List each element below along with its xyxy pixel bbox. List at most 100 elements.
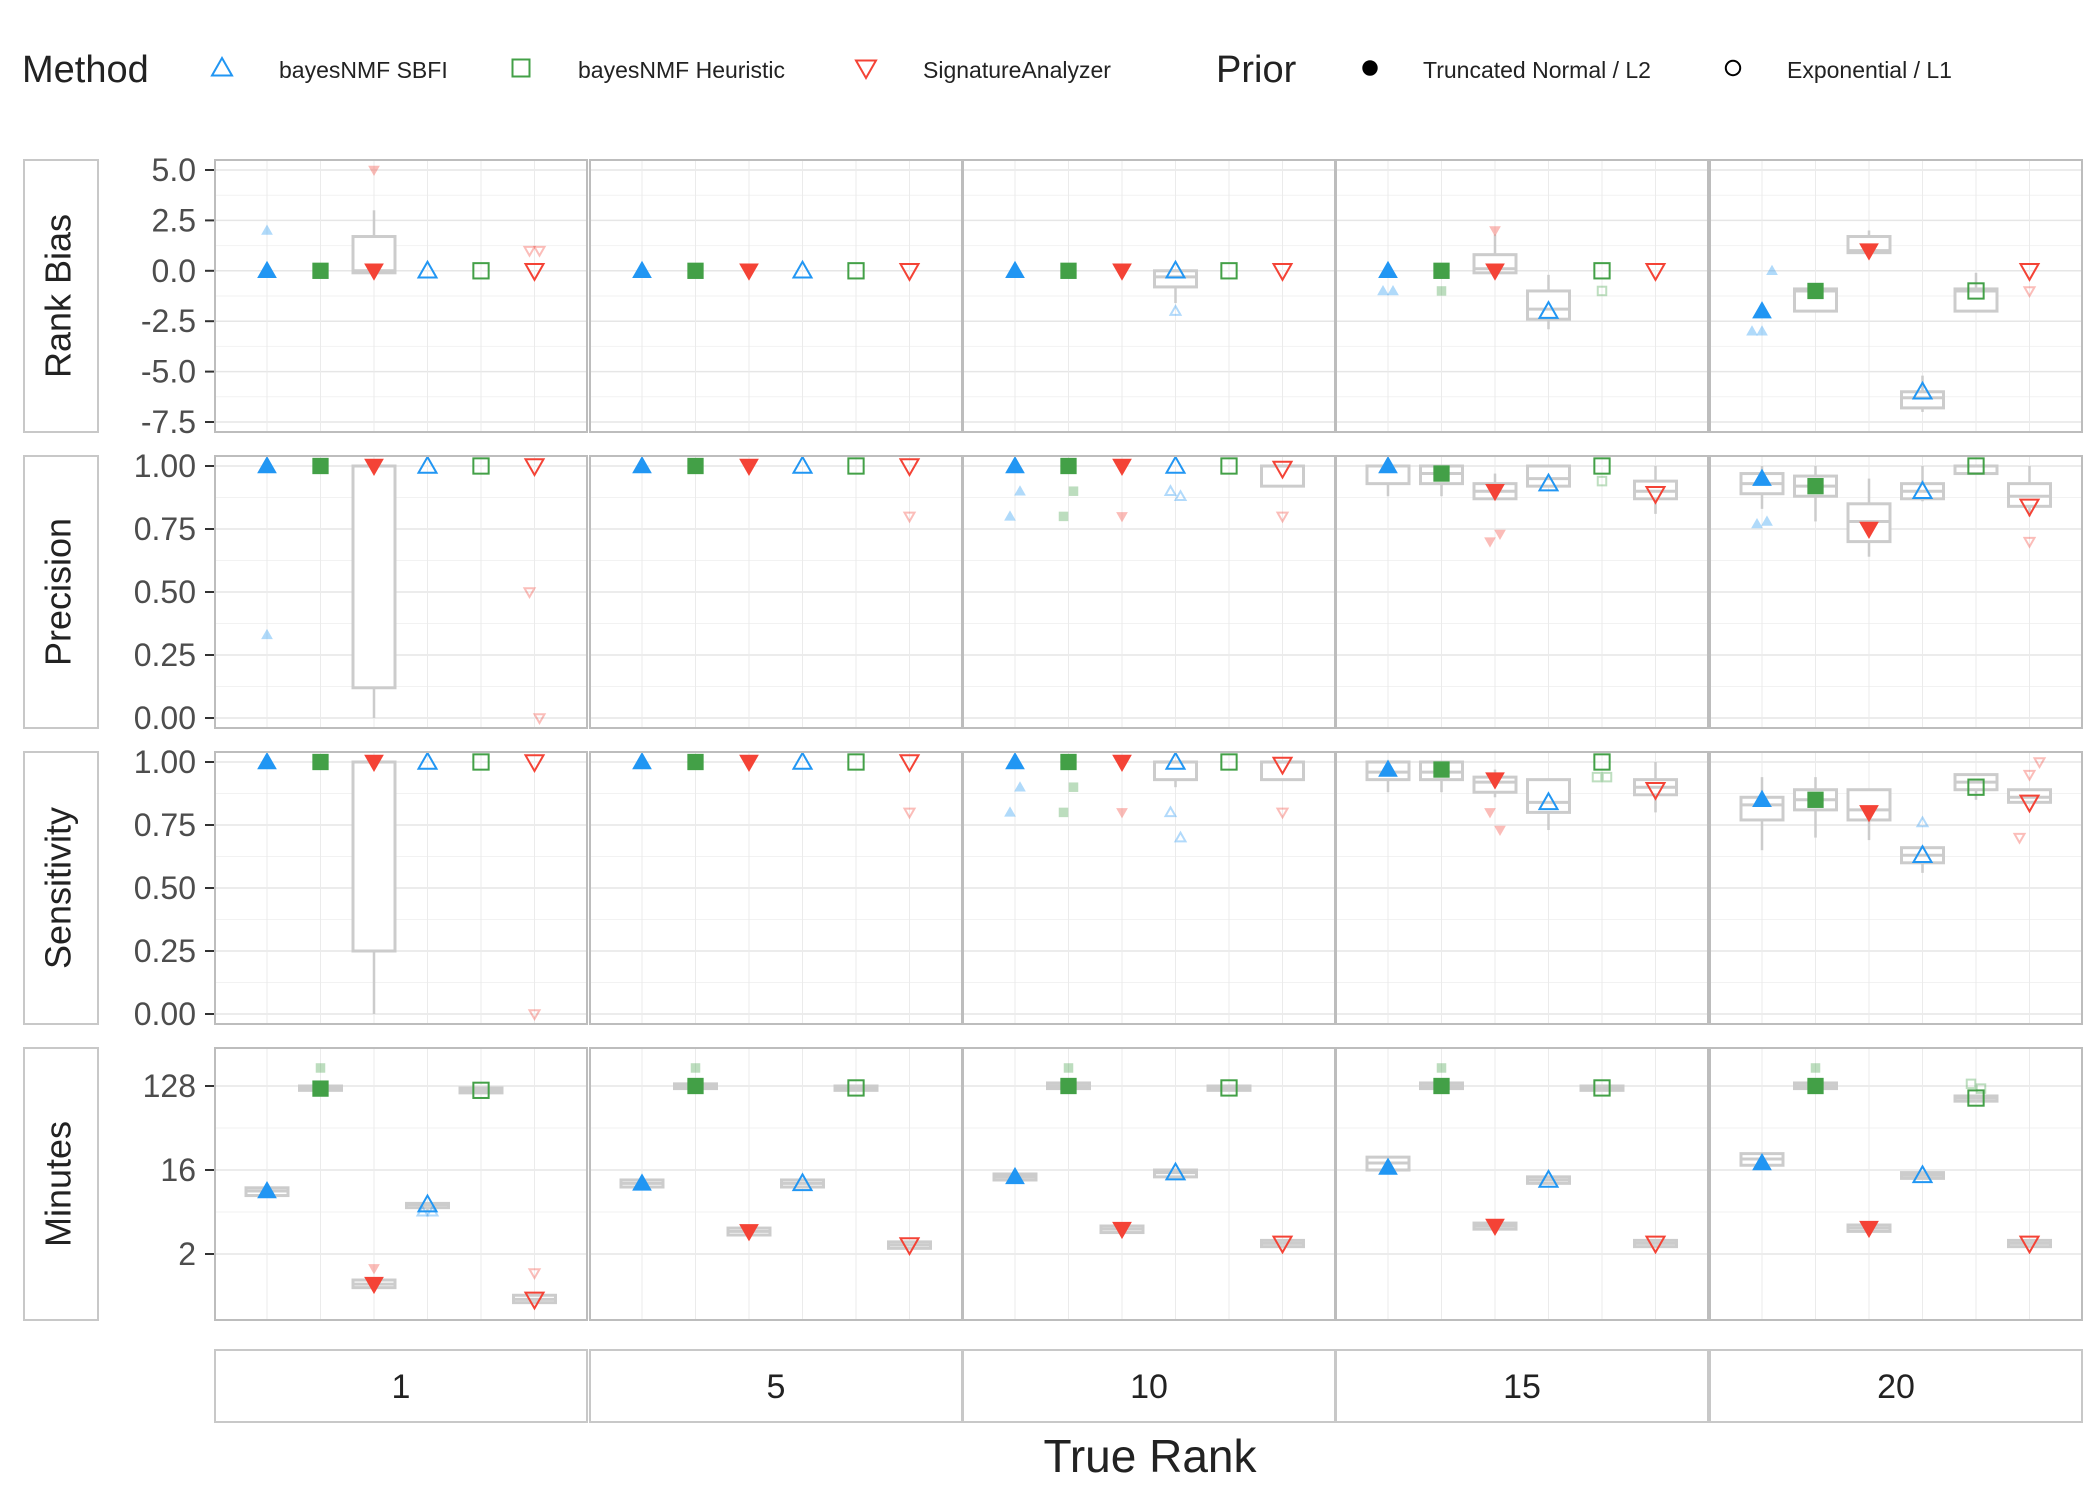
mean-point-r2-c4-s1 xyxy=(1807,791,1824,808)
col-strip-label-2: 10 xyxy=(1130,1368,1168,1406)
mean-point-r0-c1-s5 xyxy=(898,263,921,282)
mean-point-r2-c2-s0 xyxy=(1005,751,1025,770)
mean-point-r0-c0-s3 xyxy=(416,259,439,279)
outlier-r0-c0-s5-1 xyxy=(532,245,547,258)
mean-point-r1-c0-s0 xyxy=(257,455,277,474)
row-strip-3 xyxy=(23,1047,99,1321)
y-tick-label-0-5: -7.5 xyxy=(141,404,196,440)
outlier-r3-c3-s1-0 xyxy=(1436,1063,1447,1073)
mean-point-r2-c3-s0 xyxy=(1378,759,1398,777)
outlier-r1-c2-s1-1 xyxy=(1068,486,1079,496)
outlier-r3-c2-s1-0 xyxy=(1063,1063,1074,1073)
mean-point-r3-c0-s0 xyxy=(257,1181,277,1199)
panel-border-1-3 xyxy=(1335,455,1709,729)
panel-border-0-4 xyxy=(1709,159,2083,433)
outlier-r2-c4-s5-1 xyxy=(2022,769,2037,782)
mean-point-r0-c2-s0 xyxy=(1005,260,1025,279)
mean-point-r1-c3-s2 xyxy=(1485,483,1505,502)
outlier-r1-c4-s5-0 xyxy=(2022,536,2037,549)
mean-point-r2-c0-s0 xyxy=(257,751,277,770)
box-r0-c4-s4 xyxy=(1953,287,1999,313)
mean-point-r1-c4-s3 xyxy=(1911,480,1934,499)
mean-point-r0-c2-s2 xyxy=(1112,263,1132,281)
mean-point-r1-c0-s1 xyxy=(312,457,329,475)
mean-point-r0-c3-s0 xyxy=(1378,260,1398,279)
mean-point-r2-c2-s2 xyxy=(1112,754,1132,773)
outlier-r1-c2-s5-0 xyxy=(1275,511,1290,524)
x-axis-title: True Rank xyxy=(1043,1430,1257,1482)
mean-point-r3-c0-s3 xyxy=(416,1193,439,1213)
mean-point-r3-c1-s2 xyxy=(739,1224,759,1242)
panel-border-3-4 xyxy=(1709,1047,2083,1321)
outlier-r1-c0-s5-0 xyxy=(522,587,537,600)
y-tick-label-2-0: 1.00 xyxy=(134,744,196,780)
mean-point-r0-c1-s2 xyxy=(739,263,759,281)
mean-point-r1-c2-s4 xyxy=(1220,457,1238,475)
row-strip-2 xyxy=(23,751,99,1025)
mean-point-r1-c3-s5 xyxy=(1644,485,1667,505)
outlier-r2-c3-s2-0 xyxy=(1484,808,1496,819)
mean-point-r1-c3-s4 xyxy=(1593,457,1611,475)
outlier-r1-c4-s0-1 xyxy=(1761,515,1773,526)
mean-point-r3-c3-s0 xyxy=(1378,1157,1398,1175)
mean-point-r3-c4-s0 xyxy=(1752,1153,1772,1171)
panel-border-0-3 xyxy=(1335,159,1709,433)
mean-point-r2-c2-s4 xyxy=(1220,753,1238,771)
y-tick-label-3-1: 16 xyxy=(160,1152,196,1188)
legend-method-heur-key xyxy=(511,58,531,78)
mean-point-r1-c1-s5 xyxy=(898,458,921,478)
outlier-r2-c3-s2-1 xyxy=(1494,825,1506,837)
mean-point-r0-c2-s4 xyxy=(1220,262,1238,280)
col-strip-3 xyxy=(1335,1349,1709,1423)
outlier-r2-c2-s3-1 xyxy=(1173,830,1188,843)
mean-point-r3-c1-s0 xyxy=(632,1173,652,1191)
legend-method-heur-label: bayesNMF Heuristic xyxy=(578,57,785,83)
mean-point-r3-c3-s5 xyxy=(1644,1235,1667,1255)
legend-method-title: Method xyxy=(22,49,149,91)
mean-point-r1-c1-s1 xyxy=(687,457,704,475)
mean-point-r2-c2-s3 xyxy=(1164,750,1187,770)
mean-point-r3-c3-s3 xyxy=(1537,1168,1560,1188)
mean-point-r0-c4-s3 xyxy=(1911,380,1934,400)
mean-point-r1-c4-s4 xyxy=(1967,457,1985,475)
mean-point-r2-c2-s1 xyxy=(1060,753,1077,771)
row-label-0: Rank Bias xyxy=(38,214,79,378)
y-tick-label-0-4: -5.0 xyxy=(141,354,196,390)
mean-point-r1-c1-s4 xyxy=(847,457,865,475)
outlier-r2-c0-s5-0 xyxy=(527,1009,542,1022)
legend-prior-exp-label: Exponential / L1 xyxy=(1787,57,1952,83)
row-label-1: Precision xyxy=(38,518,79,666)
outlier-r1-c4-s0-0 xyxy=(1751,517,1763,529)
mean-point-r2-c3-s3 xyxy=(1537,791,1560,811)
outlier-r2-c4-s5-0 xyxy=(2012,832,2027,845)
mean-point-r1-c3-s3 xyxy=(1537,472,1560,492)
mean-point-r3-c1-s3 xyxy=(791,1172,814,1192)
box-r2-c0-s2 xyxy=(351,760,397,953)
mean-point-r2-c3-s2 xyxy=(1485,772,1505,790)
outlier-r0-c0-s5-0 xyxy=(522,245,537,258)
outlier-r2-c1-s5-0 xyxy=(902,807,917,820)
outlier-r3-c1-s1-0 xyxy=(690,1063,701,1073)
mean-point-r2-c1-s3 xyxy=(791,750,814,770)
mean-point-r3-c4-s2 xyxy=(1859,1220,1879,1239)
col-strip-2 xyxy=(962,1349,1336,1423)
mean-point-r1-c4-s2 xyxy=(1859,521,1879,540)
mean-point-r2-c0-s5 xyxy=(523,754,546,774)
mean-point-r0-c0-s5 xyxy=(523,263,546,282)
panel-border-3-3 xyxy=(1335,1047,1709,1321)
mean-point-r0-c1-s0 xyxy=(632,260,652,279)
outlier-r2-c2-s1-1 xyxy=(1068,782,1079,792)
y-tick-label-1-3: 0.25 xyxy=(134,637,196,673)
mean-point-r1-c2-s0 xyxy=(1005,455,1025,474)
mean-point-r2-c0-s4 xyxy=(472,753,490,771)
mean-point-r0-c4-s2 xyxy=(1859,243,1879,261)
outlier-r3-c0-s1-0 xyxy=(315,1063,326,1073)
mean-point-r2-c0-s3 xyxy=(416,750,439,770)
y-tick-label-2-4: 0.00 xyxy=(134,996,196,1032)
y-tick-label-3-0: 128 xyxy=(143,1068,196,1104)
mean-point-r3-c2-s4 xyxy=(1220,1079,1238,1097)
outlier-r0-c4-s0-2 xyxy=(1766,264,1778,276)
mean-point-r0-c4-s4 xyxy=(1967,282,1985,300)
legend-method-sa-label: SignatureAnalyzer xyxy=(923,57,1111,83)
y-tick-label-3-2: 2 xyxy=(178,1236,196,1272)
